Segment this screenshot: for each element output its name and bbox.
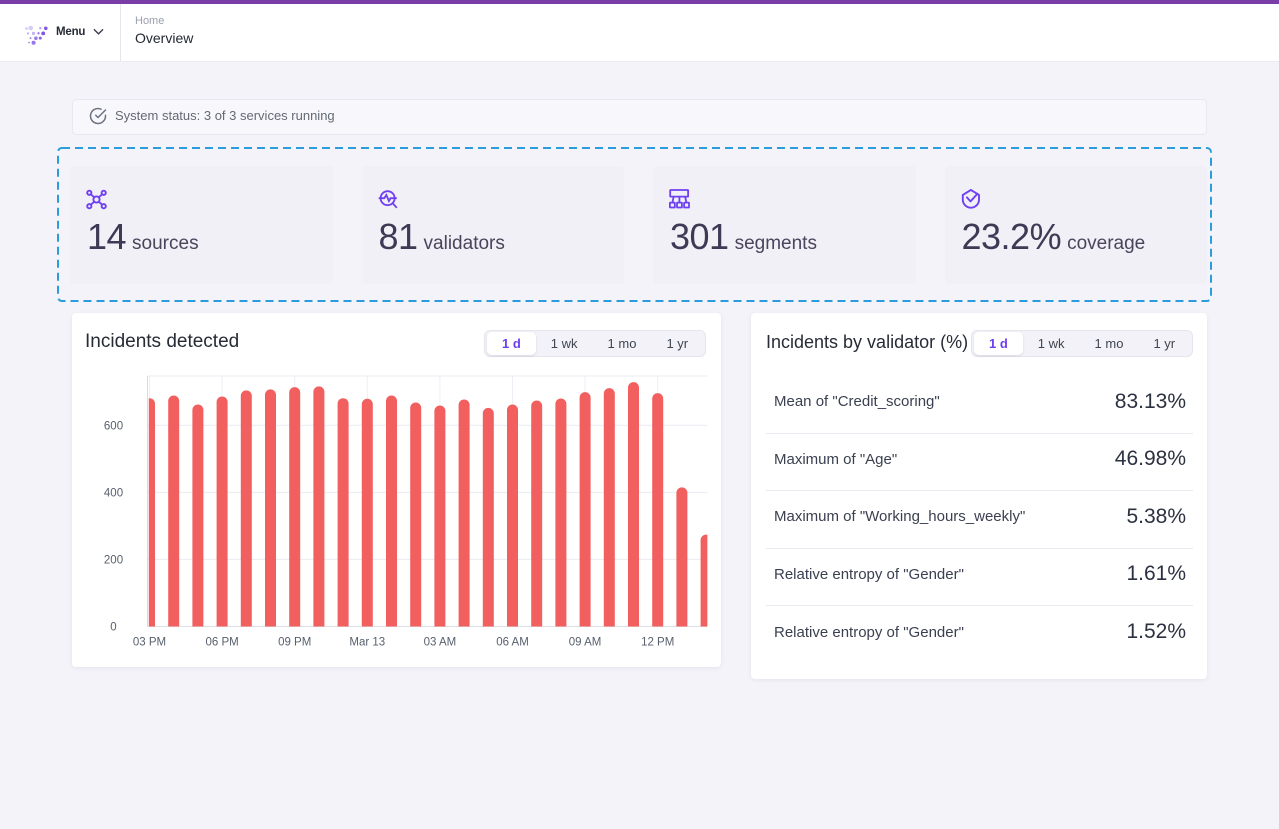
svg-text:09 AM: 09 AM [569, 636, 602, 648]
svg-text:03 AM: 03 AM [424, 636, 457, 648]
svg-text:400: 400 [104, 488, 123, 500]
svg-text:200: 200 [104, 555, 123, 567]
svg-text:06 AM: 06 AM [496, 636, 529, 648]
svg-text:06 PM: 06 PM [205, 636, 238, 648]
svg-text:12 PM: 12 PM [641, 636, 674, 648]
svg-text:03 PM: 03 PM [133, 636, 166, 648]
svg-text:Mar 13: Mar 13 [349, 636, 385, 648]
svg-text:0: 0 [110, 622, 116, 634]
svg-text:600: 600 [104, 421, 123, 433]
svg-text:09 PM: 09 PM [278, 636, 311, 648]
